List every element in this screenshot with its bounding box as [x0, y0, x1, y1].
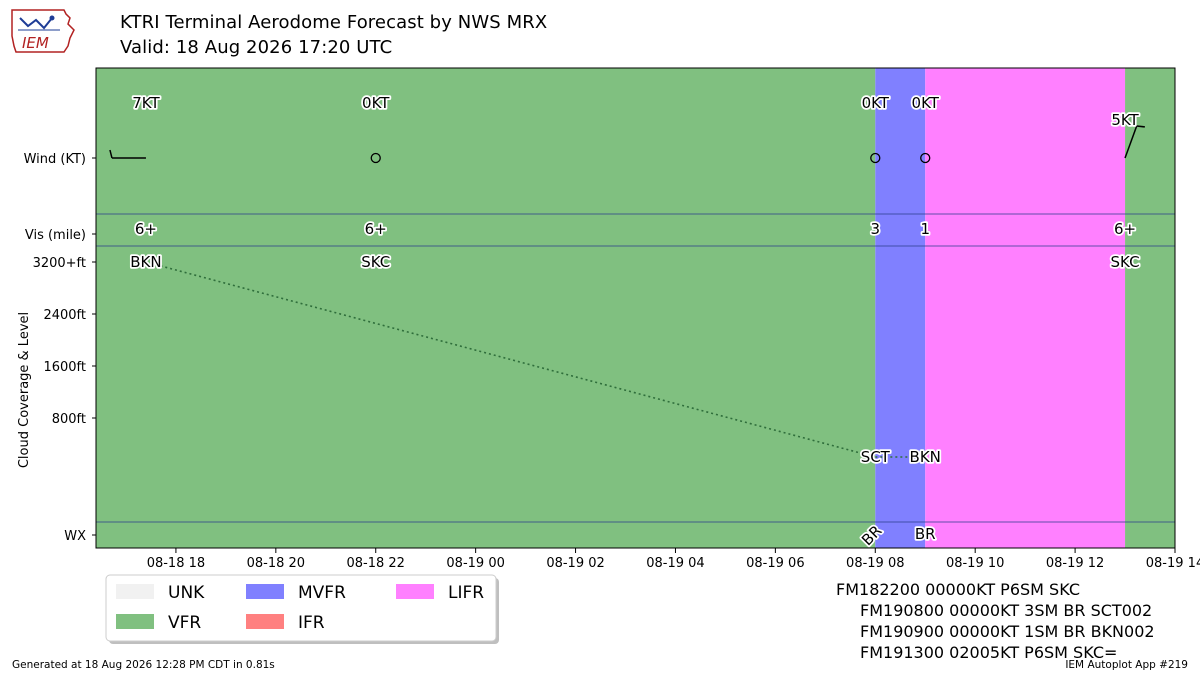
category-band-mvfr-1 [875, 68, 926, 548]
x-tick-label-10: 08-19 14 [1146, 556, 1200, 571]
cloud-level-line [145, 261, 926, 458]
x-tick-label-9: 08-19 12 [1046, 556, 1104, 571]
wind-barb-4 [1124, 125, 1145, 159]
wind-barb-0 [109, 149, 146, 159]
x-tick-label-4: 08-19 02 [546, 556, 604, 571]
cloud-label-2: SCT [861, 448, 891, 466]
wind-calm-marker-3 [920, 152, 931, 164]
row-label-2: WX [64, 529, 86, 544]
wind-calm-marker-2 [870, 152, 881, 164]
logo-text: IEM [22, 34, 49, 52]
legend-swatch-ifr [246, 614, 284, 629]
x-tick-label-7: 08-19 08 [846, 556, 904, 571]
wind-label-3: 0KT [912, 94, 940, 112]
wind-barb-flag-4 [1136, 125, 1145, 128]
taf-line-3: FM190900 00000KT 1SM BR BKN002 [860, 622, 1155, 641]
chart-title: KTRI Terminal Aerodome Forecast by NWS M… [120, 12, 548, 33]
x-tick-label-5: 08-19 04 [646, 556, 704, 571]
x-tick-label-8: 08-19 10 [946, 556, 1004, 571]
wind-calm-marker-1 [370, 152, 381, 164]
wind-label-4: 5KT [1111, 111, 1139, 129]
cloud-label-3: BKN [910, 448, 941, 466]
x-tick-label-0: 08-18 18 [147, 556, 205, 571]
legend-label-unk: UNK [168, 583, 205, 603]
vis-label-4: 6+ [1114, 220, 1136, 238]
legend-swatch-mvfr [246, 584, 284, 599]
x-tick-label-3: 08-19 00 [446, 556, 504, 571]
category-band-lifr-2 [925, 68, 1126, 548]
row-label-1: Vis (mile) [25, 228, 86, 243]
vis-label-2: 3 [871, 220, 881, 238]
vis-label-0: 6+ [135, 220, 157, 238]
generated-note: Generated at 18 Aug 2026 12:28 PM CDT in… [12, 659, 275, 671]
wind-barb-staff-4 [1124, 125, 1138, 159]
legend [105, 574, 499, 644]
wx-label-1: BR [915, 525, 936, 543]
row-label-0: Wind (KT) [24, 152, 86, 167]
legend-label-vfr: VFR [168, 613, 201, 633]
category-band-vfr-0 [96, 68, 876, 548]
cloud-tick-label-3: 800ft [52, 412, 86, 427]
wind-barb-flag-0 [109, 149, 113, 159]
category-band-vfr-3 [1125, 68, 1175, 548]
cloud-label-0: BKN [130, 253, 161, 271]
legend-swatch-lifr [396, 584, 434, 599]
cloud-tick-label-2: 1600ft [43, 360, 86, 375]
iowa-outline-icon: IEM [11, 9, 75, 53]
taf-line-1: FM182200 00000KT P6SM SKC [836, 580, 1080, 599]
chart-subtitle: Valid: 18 Aug 2026 17:20 UTC [120, 37, 393, 58]
legend-label-ifr: IFR [298, 613, 325, 633]
y-axis-label: Cloud Coverage & Level [17, 312, 32, 468]
legend-label-mvfr: MVFR [298, 583, 346, 603]
cloud-label-4: SKC [1111, 253, 1140, 271]
iem-logo[interactable]: IEM [8, 6, 78, 58]
plot-frame [95, 67, 1176, 549]
cloud-tick-label-0: 3200+ft [33, 256, 86, 271]
cloud-tick-label-1: 2400ft [43, 308, 86, 323]
wind-label-1: 0KT [362, 94, 390, 112]
legend-label-lifr: LIFR [448, 583, 484, 603]
legend-swatch-vfr [116, 614, 154, 629]
vis-label-3: 1 [920, 220, 930, 238]
cloud-label-1: SKC [361, 253, 390, 271]
app-note: IEM Autoplot App #219 [1065, 659, 1188, 671]
taf-line-4: FM191300 02005KT P6SM SKC= [860, 643, 1118, 662]
x-tick-label-2: 08-18 22 [347, 556, 405, 571]
x-tick-label-6: 08-19 06 [746, 556, 804, 571]
vis-label-1: 6+ [365, 220, 387, 238]
wind-label-0: 7KT [132, 94, 160, 112]
wind-label-2: 0KT [862, 94, 890, 112]
x-tick-label-1: 08-18 20 [247, 556, 305, 571]
taf-line-2: FM190800 00000KT 3SM BR SCT002 [860, 601, 1153, 620]
legend-swatch-unk [116, 584, 154, 599]
